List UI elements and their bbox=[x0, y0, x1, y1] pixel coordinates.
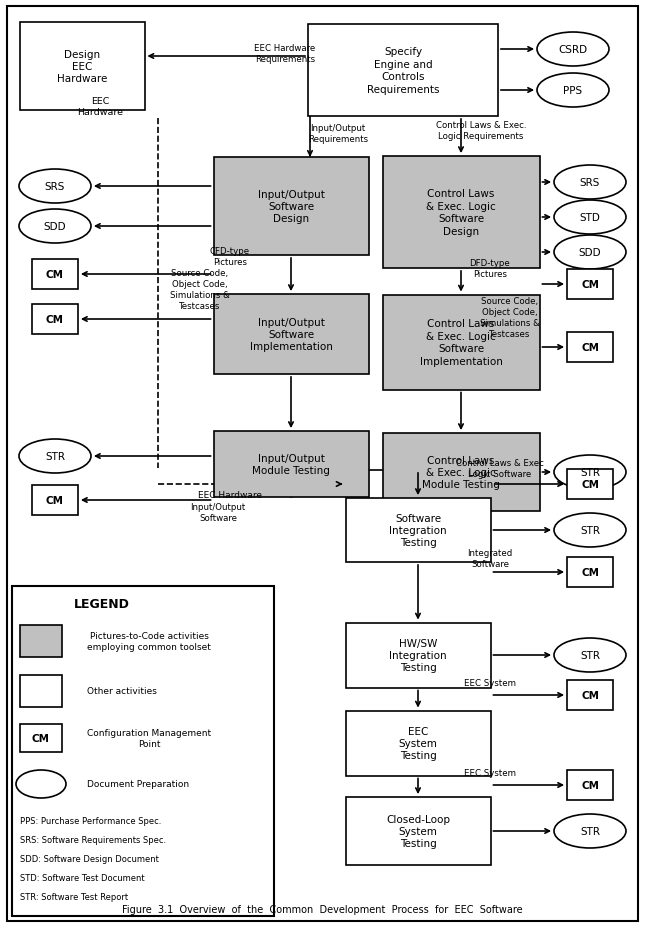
Text: STD: STD bbox=[580, 213, 600, 223]
Text: CFD-type
Pictures: CFD-type Pictures bbox=[210, 247, 250, 266]
Ellipse shape bbox=[537, 33, 609, 67]
Text: CM: CM bbox=[581, 780, 599, 790]
Text: CM: CM bbox=[46, 315, 64, 325]
Text: STR: STR bbox=[45, 452, 65, 461]
Text: Control Laws & Exec
Logic Software: Control Laws & Exec Logic Software bbox=[456, 458, 544, 478]
Text: SDD: SDD bbox=[44, 222, 66, 232]
Bar bbox=[20, 724, 62, 753]
Text: Input/Output
Requirements: Input/Output Requirements bbox=[308, 124, 368, 144]
Text: SRS: SRS bbox=[580, 178, 600, 187]
Text: Pictures-to-Code activities
employing common toolset: Pictures-to-Code activities employing co… bbox=[87, 631, 211, 651]
Text: STR: STR bbox=[580, 826, 600, 836]
Ellipse shape bbox=[537, 74, 609, 108]
Bar bbox=[213, 295, 368, 375]
Text: EEC
System
Testing: EEC System Testing bbox=[399, 726, 437, 761]
Text: STD: Software Test Document: STD: Software Test Document bbox=[20, 873, 144, 883]
Bar bbox=[567, 332, 613, 363]
Text: Input/Output
Software: Input/Output Software bbox=[190, 503, 246, 522]
Ellipse shape bbox=[554, 200, 626, 235]
Text: PPS: Purchase Performance Spec.: PPS: Purchase Performance Spec. bbox=[20, 817, 161, 826]
Text: Source Code,
Object Code,
Simulations &
Testcases: Source Code, Object Code, Simulations & … bbox=[480, 297, 540, 339]
Bar bbox=[346, 498, 490, 562]
Text: Integrated
Software: Integrated Software bbox=[468, 548, 513, 568]
Text: STR: Software Test Report: STR: Software Test Report bbox=[20, 893, 128, 901]
Text: Control Laws
& Exec. Logic
Software
Implementation: Control Laws & Exec. Logic Software Impl… bbox=[419, 319, 502, 367]
Text: STR: STR bbox=[580, 651, 600, 661]
Bar bbox=[567, 558, 613, 587]
Ellipse shape bbox=[554, 456, 626, 489]
Text: EEC
Hardware: EEC Hardware bbox=[77, 97, 123, 117]
Bar bbox=[32, 304, 78, 335]
Text: CM: CM bbox=[581, 342, 599, 353]
Text: HW/SW
Integration
Testing: HW/SW Integration Testing bbox=[389, 638, 447, 673]
Bar bbox=[32, 260, 78, 290]
Text: CSRD: CSRD bbox=[559, 45, 588, 55]
Text: DFD-type
Pictures: DFD-type Pictures bbox=[470, 259, 510, 278]
Text: CM: CM bbox=[46, 270, 64, 279]
Text: CM: CM bbox=[581, 690, 599, 701]
Text: Control Laws & Exec.
Logic Requirements: Control Laws & Exec. Logic Requirements bbox=[436, 121, 526, 141]
Text: LEGEND: LEGEND bbox=[74, 598, 130, 611]
Text: EEC System: EEC System bbox=[464, 768, 516, 778]
Bar bbox=[567, 470, 613, 499]
Text: SDD: SDD bbox=[579, 248, 601, 258]
Ellipse shape bbox=[554, 166, 626, 200]
Text: STR: STR bbox=[580, 525, 600, 535]
Text: Specify
Engine and
Controls
Requirements: Specify Engine and Controls Requirements bbox=[367, 47, 439, 95]
Text: Closed-Loop
System
Testing: Closed-Loop System Testing bbox=[386, 814, 450, 848]
Text: EEC Hardware: EEC Hardware bbox=[198, 490, 262, 499]
Bar bbox=[346, 711, 490, 776]
Bar bbox=[20, 625, 62, 657]
Bar bbox=[382, 295, 539, 390]
Text: Input/Output
Software
Implementation: Input/Output Software Implementation bbox=[250, 317, 332, 352]
Text: Document Preparation: Document Preparation bbox=[87, 780, 189, 789]
Bar bbox=[567, 270, 613, 300]
Text: PPS: PPS bbox=[564, 86, 582, 96]
Ellipse shape bbox=[554, 638, 626, 672]
Bar bbox=[12, 586, 274, 916]
Text: Other activities: Other activities bbox=[87, 687, 157, 696]
Ellipse shape bbox=[554, 814, 626, 848]
Text: Input/Output
Module Testing: Input/Output Module Testing bbox=[252, 453, 330, 476]
Bar bbox=[308, 25, 498, 117]
Bar bbox=[382, 157, 539, 269]
Text: STR: STR bbox=[580, 468, 600, 478]
Text: Software
Integration
Testing: Software Integration Testing bbox=[389, 513, 447, 548]
Text: SRS: Software Requirements Spec.: SRS: Software Requirements Spec. bbox=[20, 835, 166, 844]
Bar bbox=[213, 158, 368, 256]
Text: Control Laws
& Exec. Logic
Software
Design: Control Laws & Exec. Logic Software Desi… bbox=[426, 189, 496, 237]
Text: SRS: SRS bbox=[45, 182, 65, 192]
Text: Control Laws
& Exec. Logic
Module Testing: Control Laws & Exec. Logic Module Testin… bbox=[422, 455, 500, 490]
Text: EEC Hardware
Requirements: EEC Hardware Requirements bbox=[254, 44, 315, 64]
Bar bbox=[346, 797, 490, 865]
Text: CM: CM bbox=[581, 480, 599, 489]
Text: CM: CM bbox=[32, 733, 50, 743]
Text: CM: CM bbox=[46, 496, 64, 506]
Text: SDD: Software Design Document: SDD: Software Design Document bbox=[20, 855, 159, 864]
Text: CM: CM bbox=[581, 279, 599, 290]
Bar bbox=[567, 680, 613, 710]
Ellipse shape bbox=[16, 770, 66, 798]
Bar bbox=[213, 432, 368, 497]
Text: Source Code,
Object Code,
Simulations &
Testcases: Source Code, Object Code, Simulations & … bbox=[170, 269, 230, 310]
Ellipse shape bbox=[554, 513, 626, 548]
Bar bbox=[19, 23, 144, 110]
Bar bbox=[346, 623, 490, 688]
Text: Configuration Management
Point: Configuration Management Point bbox=[87, 728, 211, 748]
Bar bbox=[20, 676, 62, 707]
Ellipse shape bbox=[19, 210, 91, 244]
Ellipse shape bbox=[19, 440, 91, 473]
Text: Figure  3.1  Overview  of  the  Common  Development  Process  for  EEC  Software: Figure 3.1 Overview of the Common Develo… bbox=[122, 904, 522, 914]
Text: Design
EEC
Hardware: Design EEC Hardware bbox=[57, 49, 107, 84]
Ellipse shape bbox=[554, 236, 626, 270]
Bar bbox=[567, 770, 613, 800]
Ellipse shape bbox=[19, 170, 91, 204]
Bar bbox=[382, 433, 539, 511]
Bar bbox=[32, 485, 78, 515]
Text: EEC System: EEC System bbox=[464, 678, 516, 688]
Text: CM: CM bbox=[581, 567, 599, 577]
Text: Input/Output
Software
Design: Input/Output Software Design bbox=[257, 189, 324, 225]
